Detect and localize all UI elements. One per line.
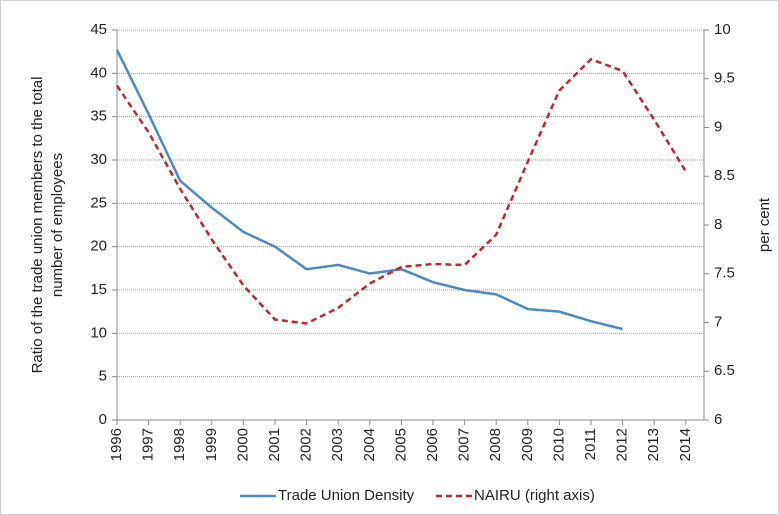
x-tick-label: 2011 — [582, 428, 599, 460]
x-tick-label: 2010 — [550, 428, 567, 461]
y-tick-label: 0 — [99, 411, 107, 428]
x-tick-label: 2001 — [266, 428, 283, 461]
y-tick-label: 40 — [90, 64, 107, 81]
y-axis-label: Ratio of the trade union members to the … — [29, 77, 46, 374]
y-tick-label: 25 — [90, 194, 107, 211]
y-tick-label: 15 — [90, 281, 107, 298]
x-tick-label: 1997 — [140, 428, 157, 461]
x-tick-label: 2002 — [298, 428, 315, 461]
x-tick-label: 1998 — [171, 428, 188, 461]
y2-tick-label: 9.5 — [714, 70, 735, 87]
x-tick-label: 2009 — [519, 428, 536, 461]
legend-label: Trade Union Density — [278, 487, 415, 504]
y2-tick-label: 8.5 — [714, 167, 735, 184]
x-tick-label: 1996 — [108, 428, 125, 461]
y-axis-label: number of employees — [49, 153, 66, 297]
x-tick-label: 2005 — [392, 428, 409, 461]
y-tick-label: 5 — [99, 368, 107, 385]
y2-tick-label: 9 — [714, 118, 722, 135]
y-tick-label: 45 — [90, 21, 107, 38]
x-tick-label: 2006 — [424, 428, 441, 461]
y2-axis-label: per cent — [756, 197, 773, 252]
series-line — [115, 49, 623, 331]
y2-tick-label: 10 — [714, 21, 731, 38]
x-tick-label: 2013 — [645, 428, 662, 461]
x-tick-label: 2014 — [677, 428, 694, 461]
legend-label: NAIRU (right axis) — [474, 487, 595, 504]
y2-tick-label: 6 — [714, 411, 722, 428]
y2-tick-label: 7 — [714, 313, 722, 330]
x-tick-label: 2007 — [456, 428, 473, 461]
x-tick-label: 1999 — [203, 428, 220, 461]
series-line — [115, 57, 687, 325]
x-tick-label: 2012 — [614, 428, 631, 461]
x-tick-label: 2008 — [487, 428, 504, 461]
y2-tick-label: 7.5 — [714, 265, 735, 282]
x-tick-label: 2003 — [329, 428, 346, 461]
y-tick-label: 10 — [90, 324, 107, 341]
y2-tick-label: 6.5 — [714, 362, 735, 379]
y2-tick-label: 8 — [714, 216, 722, 233]
y-tick-label: 35 — [90, 108, 107, 125]
x-tick-label: 2004 — [361, 428, 378, 461]
y-tick-label: 20 — [90, 238, 107, 255]
x-tick-label: 2000 — [234, 428, 251, 461]
y-tick-label: 30 — [90, 151, 107, 168]
